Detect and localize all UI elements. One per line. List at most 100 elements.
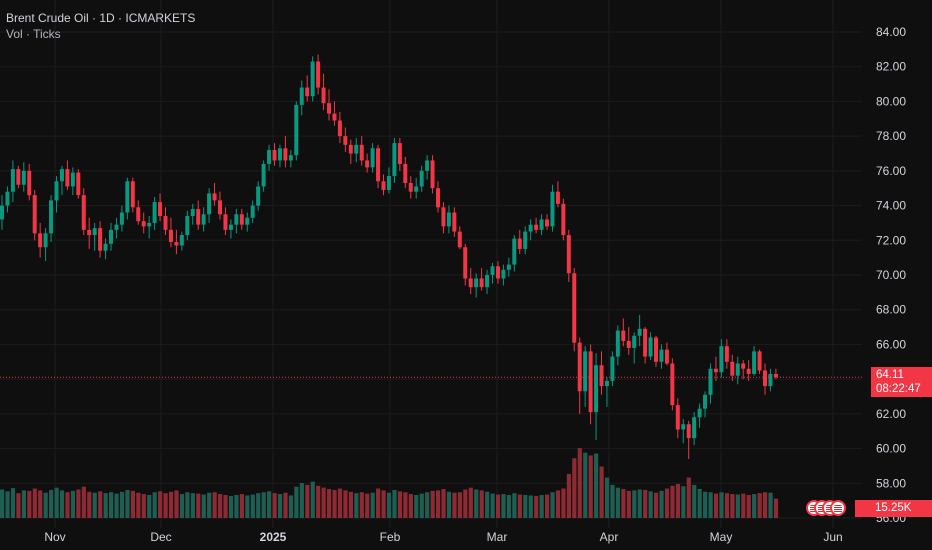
volume-bar <box>386 492 392 518</box>
volume-bar <box>479 490 484 518</box>
candle-body <box>452 212 457 232</box>
volume-bar <box>746 495 751 518</box>
volume-indicator-title[interactable]: Vol · Ticks <box>6 27 61 41</box>
price-tick-label: 62.00 <box>876 407 906 421</box>
candle-body <box>218 200 222 215</box>
volume-bar <box>686 477 691 518</box>
candle-body <box>659 349 664 362</box>
candle-body <box>16 169 21 185</box>
volume-bar <box>697 489 702 518</box>
candle-body <box>414 186 419 192</box>
volume-bar <box>32 488 37 518</box>
volume-bar <box>719 492 724 518</box>
candle-body <box>463 247 468 279</box>
volume-bar <box>534 495 539 518</box>
candle-body <box>643 328 648 357</box>
volume-bar <box>288 495 294 518</box>
volume-bar <box>523 495 528 518</box>
volume-bar <box>512 493 517 518</box>
volume-bar <box>16 493 21 518</box>
volume-bar <box>277 494 283 518</box>
volume-bar <box>10 488 16 518</box>
volume-bar <box>610 484 615 518</box>
candle-body <box>27 170 32 196</box>
volume-bar <box>43 492 48 518</box>
price-tick-label: 68.00 <box>876 303 906 317</box>
symbol-title[interactable]: Brent Crude Oil · 1D · ICMARKETS <box>6 11 196 25</box>
candle-body <box>158 202 163 216</box>
volume-bar <box>207 492 212 518</box>
price-tick-label: 58.00 <box>876 476 906 490</box>
volume-bar <box>539 495 544 518</box>
candle-body <box>594 365 599 413</box>
volume-bar <box>49 489 54 518</box>
candle-body <box>408 183 413 192</box>
volume-bar <box>109 492 114 518</box>
volume-bar <box>664 488 670 518</box>
volume-bar <box>223 495 228 518</box>
volume-bar <box>65 492 70 518</box>
volume-bar <box>692 484 697 518</box>
candle-body <box>256 186 261 206</box>
volume-bar <box>239 494 244 518</box>
volume-bar <box>70 490 76 518</box>
candle-body <box>512 238 517 265</box>
volume-bar <box>163 493 168 518</box>
volume-bar <box>757 493 762 518</box>
volume-bar <box>474 489 479 518</box>
candle-body <box>495 266 500 279</box>
volume-bar <box>196 493 201 518</box>
volume-bar <box>408 494 413 518</box>
volume-bar <box>261 492 266 518</box>
candle-body <box>681 424 686 430</box>
candle-body <box>0 205 4 220</box>
volume-bar <box>381 490 386 518</box>
volume-bar <box>168 491 174 518</box>
price-tick-label: 66.00 <box>876 337 906 351</box>
volume-bar <box>626 490 631 518</box>
time-tick-label: Jun <box>823 530 842 544</box>
candle-body <box>343 136 348 145</box>
price-tick-label: 74.00 <box>876 199 906 213</box>
candle-body <box>746 368 751 374</box>
volume-bar <box>741 493 746 518</box>
volume-bar <box>550 492 555 518</box>
candle-body <box>228 224 233 230</box>
candle-body <box>92 228 97 236</box>
volume-bar <box>670 485 675 518</box>
volume-bar <box>403 492 408 518</box>
volume-bar <box>114 493 119 518</box>
candle-body <box>245 217 250 225</box>
volume-bar <box>545 494 550 518</box>
volume-bar <box>327 489 332 518</box>
price-tick-label: 84.00 <box>876 25 906 39</box>
candle-body <box>65 169 70 187</box>
volume-bar <box>87 491 92 518</box>
volume-bar <box>730 494 735 518</box>
candle-body <box>207 193 212 215</box>
volume-bar <box>321 487 326 518</box>
economic-events-flags[interactable] <box>806 499 856 519</box>
time-tick-label: Apr <box>600 530 619 544</box>
volume-bar <box>703 491 708 518</box>
candle-body <box>457 231 462 248</box>
candle-body <box>239 214 244 225</box>
candle-body <box>485 275 490 288</box>
volume-bar <box>708 492 713 518</box>
candle-body <box>103 243 108 251</box>
volume-bar <box>572 458 577 518</box>
candle-body <box>555 191 560 204</box>
us-flag-icon[interactable] <box>830 500 846 516</box>
time-tick-label: Nov <box>44 530 65 544</box>
volume-bar <box>337 488 343 518</box>
candle-body <box>604 380 609 387</box>
candle-body <box>321 87 326 104</box>
volume-bar <box>452 492 457 518</box>
bar-countdown: 08:22:47 <box>876 383 921 395</box>
candle-body <box>403 163 408 184</box>
candle-body <box>332 113 337 121</box>
volume-bar <box>125 489 130 518</box>
candle-body <box>692 417 697 439</box>
volume-bar <box>659 490 664 518</box>
